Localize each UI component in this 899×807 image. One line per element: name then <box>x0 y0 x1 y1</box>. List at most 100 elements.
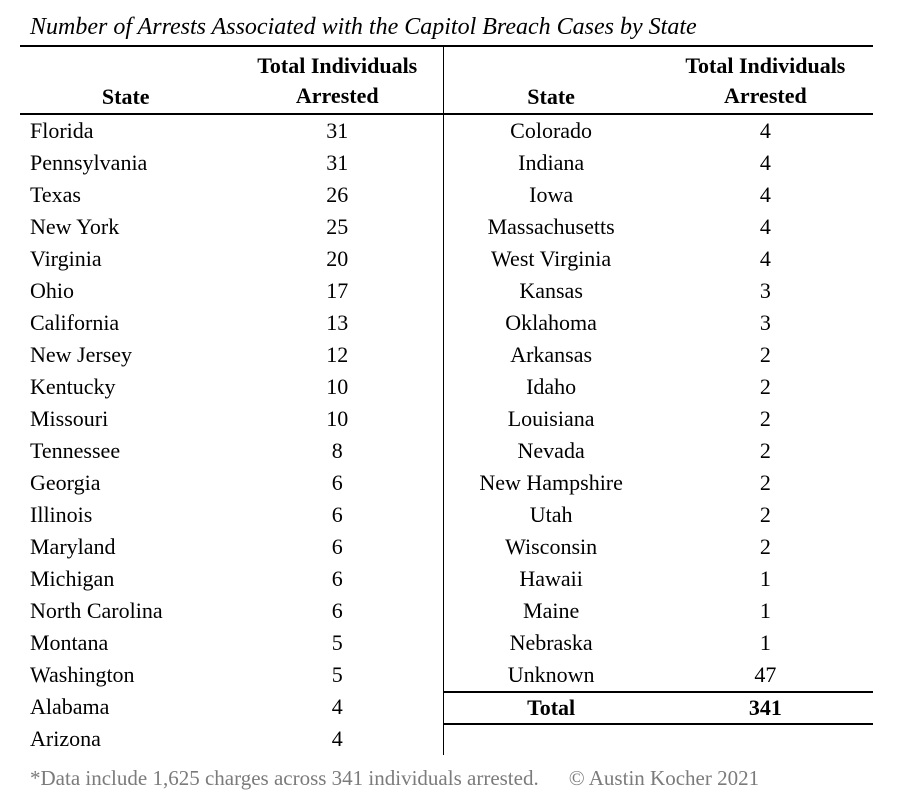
table-row: West Virginia 4 <box>444 243 873 275</box>
table-row: Georgia 6 <box>20 467 443 499</box>
state-cell: Tennessee <box>30 438 121 463</box>
arrested-count-cell: 5 <box>331 662 343 687</box>
right-header-arrested-line1: Total Individuals <box>685 53 846 78</box>
state-cell: Iowa <box>529 182 574 207</box>
state-cell: Nevada <box>517 438 585 463</box>
arrested-count-cell: 6 <box>331 598 343 623</box>
table-row: New York 25 <box>20 211 443 243</box>
arrested-count-cell: 1 <box>759 598 771 623</box>
table-row: Unknown 47 <box>444 659 873 693</box>
arrested-count-cell: 4 <box>759 246 771 271</box>
table-title: Number of Arrests Associated with the Ca… <box>30 14 697 40</box>
right-header-arrested: Total Individuals Arrested <box>658 51 872 111</box>
table-row: New Jersey 12 <box>20 339 443 371</box>
arrested-count-cell: 13 <box>326 310 349 335</box>
arrested-count-cell: 6 <box>331 566 343 591</box>
state-cell: Illinois <box>30 502 93 527</box>
state-cell: Idaho <box>526 374 577 399</box>
state-cell: Arkansas <box>510 342 593 367</box>
table-row: Texas 26 <box>20 179 443 211</box>
footer: *Data include 1,625 charges across 341 i… <box>20 755 873 791</box>
table-row: New Hampshire 2 <box>444 467 873 499</box>
arrests-table: State Total Individuals Arrested Florida… <box>20 45 873 755</box>
table-left-half: State Total Individuals Arrested Florida… <box>20 47 443 755</box>
arrested-count-cell: 10 <box>326 406 349 431</box>
state-cell: Alabama <box>30 694 110 719</box>
table-row: Tennessee 8 <box>20 435 443 467</box>
state-cell: Kansas <box>519 278 583 303</box>
state-cell: Louisiana <box>507 406 595 431</box>
table-row: Virginia 20 <box>20 243 443 275</box>
state-cell: Utah <box>529 502 573 527</box>
state-cell: Washington <box>30 662 135 687</box>
table-row: California 13 <box>20 307 443 339</box>
arrested-count-cell: 6 <box>331 470 343 495</box>
state-cell: Hawaii <box>519 566 583 591</box>
state-cell: Indiana <box>518 150 585 175</box>
copyright: © Austin Kocher 2021 <box>568 766 760 790</box>
table-right-half: State Total Individuals Arrested Colorad… <box>443 47 873 755</box>
arrested-count-cell: 2 <box>759 502 771 527</box>
arrested-count-cell: 6 <box>331 534 343 559</box>
state-cell: New Hampshire <box>479 470 623 495</box>
table-row: Ohio 17 <box>20 275 443 307</box>
state-cell: West Virginia <box>491 246 612 271</box>
state-cell: Texas <box>30 182 81 207</box>
left-header-arrested-line2: Arrested <box>295 83 379 108</box>
arrested-count-cell: 4 <box>331 694 343 719</box>
arrested-count-cell: 8 <box>331 438 343 463</box>
table-row: Alabama 4 <box>20 691 443 723</box>
arrested-count-cell: 3 <box>759 278 771 303</box>
arrested-count-cell: 1 <box>759 630 771 655</box>
state-cell: Missouri <box>30 406 109 431</box>
table-row: Massachusetts 4 <box>444 211 873 243</box>
arrested-count-cell: 31 <box>326 118 349 143</box>
arrested-count-cell: 4 <box>759 214 771 239</box>
total-value: 341 <box>748 695 782 720</box>
arrested-count-cell: 5 <box>331 630 343 655</box>
arrested-count-cell: 2 <box>759 406 771 431</box>
arrested-count-cell: 20 <box>326 246 349 271</box>
arrested-count-cell: 2 <box>759 342 771 367</box>
total-row: Total 341 <box>444 693 873 725</box>
table-row: Arkansas 2 <box>444 339 873 371</box>
state-cell: Florida <box>30 118 94 143</box>
arrested-count-cell: 10 <box>326 374 349 399</box>
table-row: Iowa 4 <box>444 179 873 211</box>
arrested-count-cell: 25 <box>326 214 349 239</box>
left-header-state: State <box>101 84 150 109</box>
table-row: Maine 1 <box>444 595 873 627</box>
table-row: Nebraska 1 <box>444 627 873 659</box>
state-cell: Maine <box>523 598 580 623</box>
total-label: Total <box>527 695 576 720</box>
state-cell: New Jersey <box>30 342 133 367</box>
left-rows: Florida 31 Pennsylvania 31 Texas 26 New … <box>20 115 443 755</box>
state-cell: Arizona <box>30 726 101 751</box>
table-row: Montana 5 <box>20 627 443 659</box>
right-header-arrested-line2: Arrested <box>724 83 807 108</box>
arrested-count-cell: 17 <box>326 278 349 303</box>
state-cell: Colorado <box>510 118 593 143</box>
document-sheet: Number of Arrests Associated with the Ca… <box>20 0 873 791</box>
state-cell: Unknown <box>507 662 595 687</box>
state-cell: Wisconsin <box>505 534 598 559</box>
table-row: Colorado 4 <box>444 115 873 147</box>
state-cell: Kentucky <box>30 374 116 399</box>
state-cell: Oklahoma <box>505 310 597 335</box>
table-row: Maryland 6 <box>20 531 443 563</box>
table-row: Utah 2 <box>444 499 873 531</box>
arrested-count-cell: 4 <box>759 118 771 143</box>
state-cell: Montana <box>30 630 109 655</box>
right-header-row: State Total Individuals Arrested <box>444 47 873 115</box>
arrested-count-cell: 4 <box>331 726 343 751</box>
table-row: Louisiana 2 <box>444 403 873 435</box>
arrested-count-cell: 1 <box>759 566 771 591</box>
arrested-count-cell: 47 <box>754 662 777 687</box>
state-cell: Georgia <box>30 470 101 495</box>
arrested-count-cell: 6 <box>331 502 343 527</box>
state-cell: California <box>30 310 120 335</box>
table-row: Wisconsin 2 <box>444 531 873 563</box>
table-row: Illinois 6 <box>20 499 443 531</box>
table-row: Washington 5 <box>20 659 443 691</box>
left-header-row: State Total Individuals Arrested <box>20 47 443 115</box>
